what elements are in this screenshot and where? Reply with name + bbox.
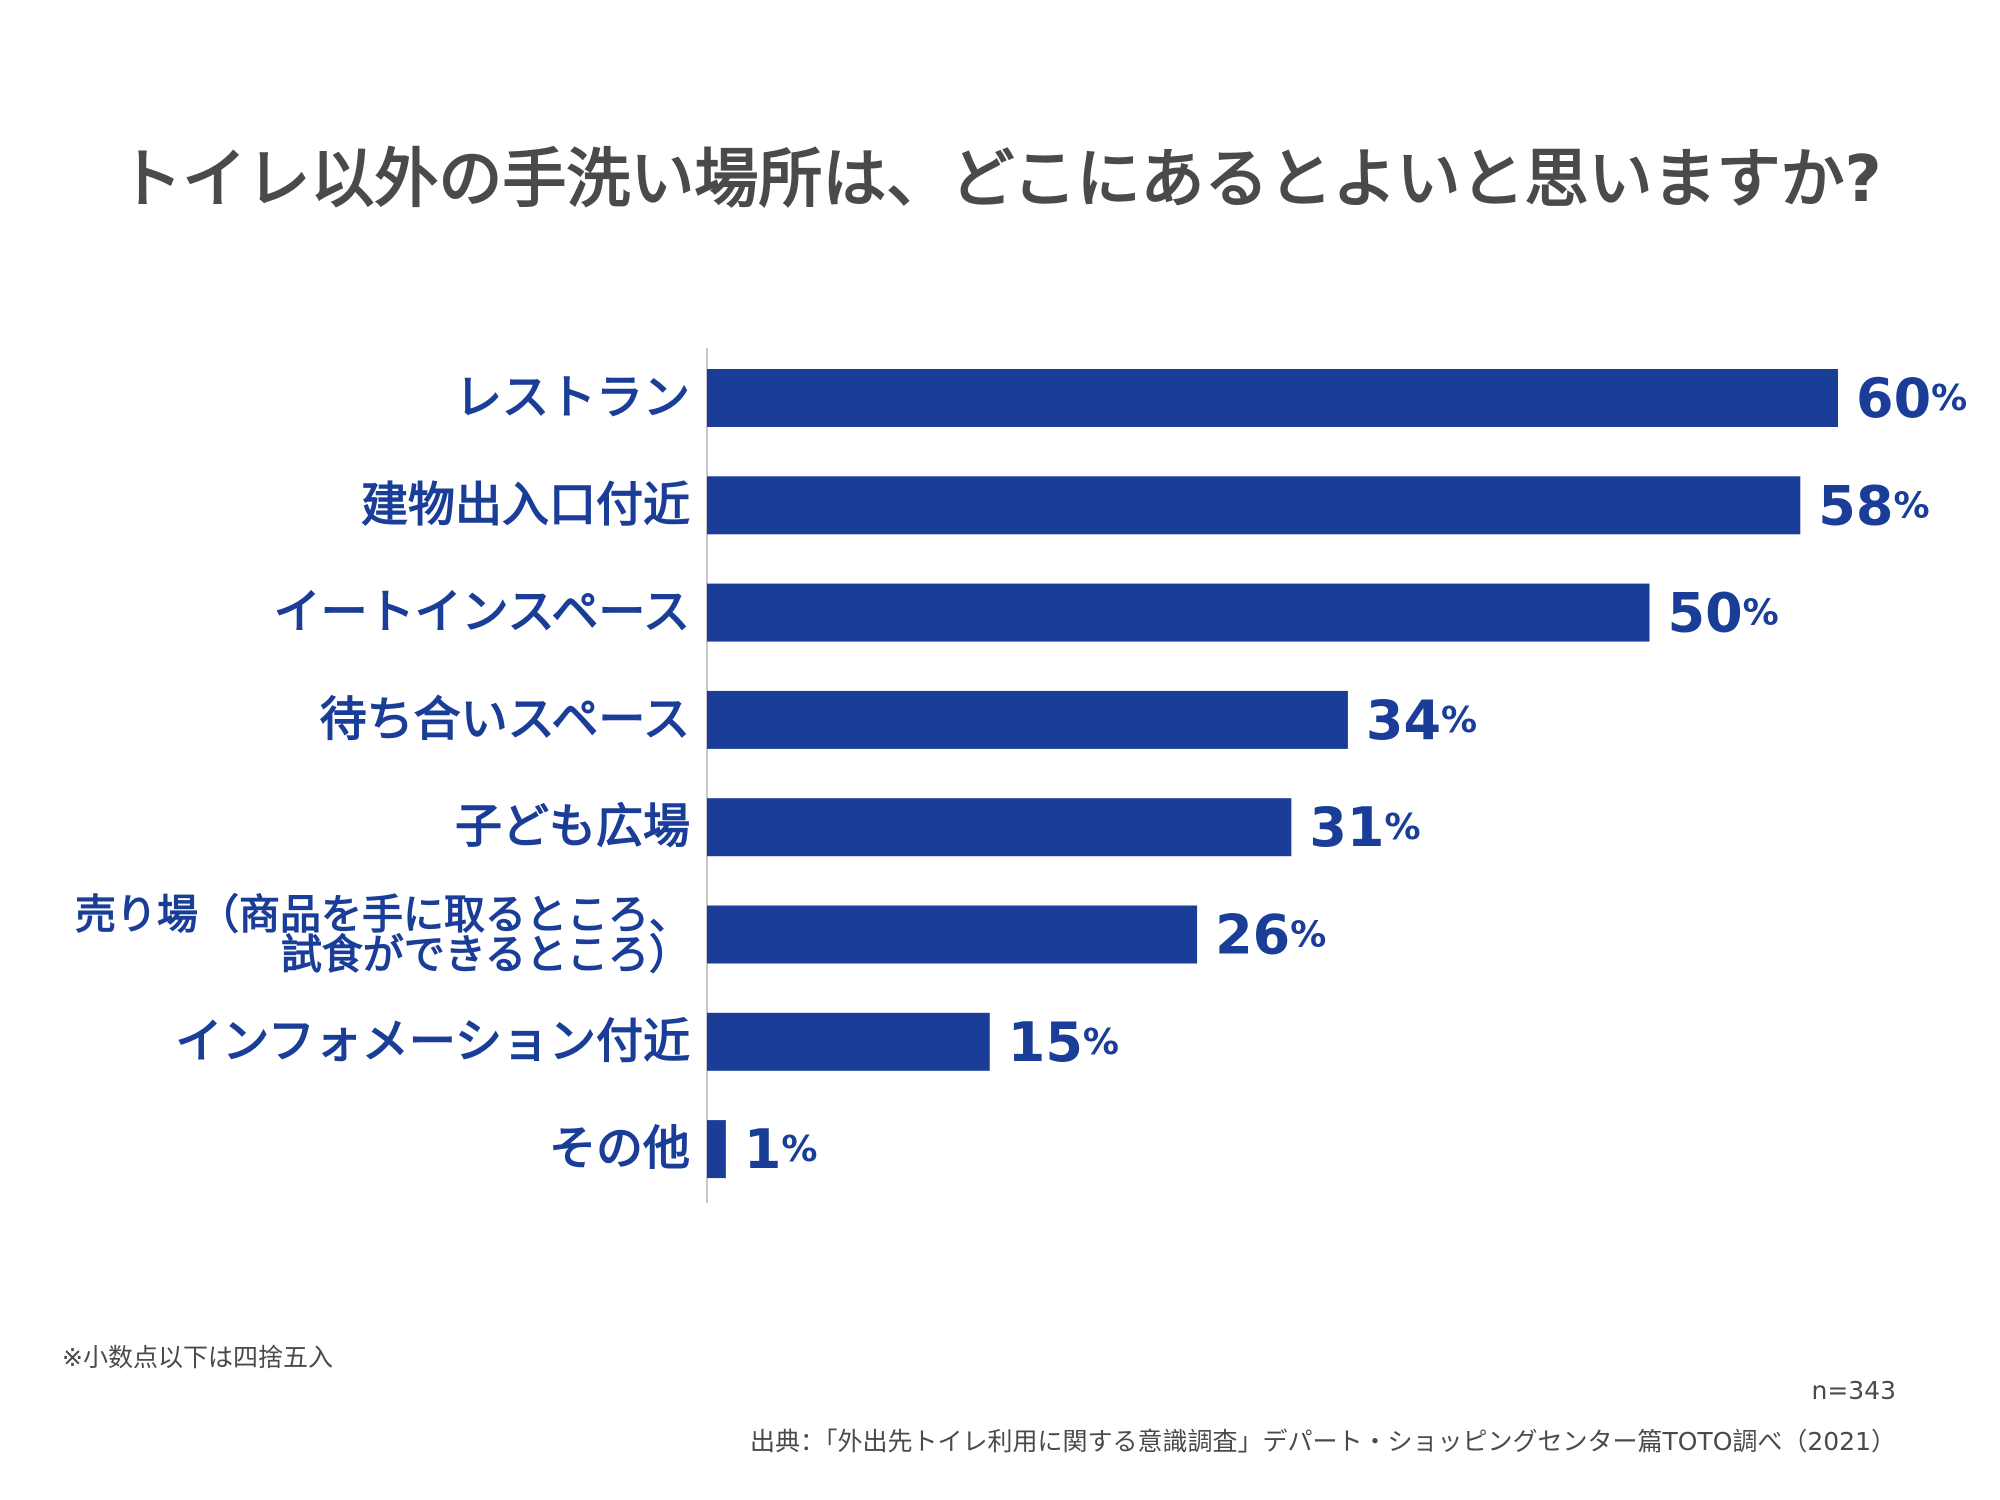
value-label-5: 26%	[1215, 903, 1326, 966]
bar-0	[707, 369, 1838, 427]
category-label-0: レストラン	[455, 371, 690, 426]
value-label-7: 1%	[744, 1118, 818, 1181]
category-label-5-line-0: 売り場（商品を手に取るところ、	[75, 891, 690, 939]
source-citation: 出典：「外出先トイレ利用に関する意識調査」デパート・ショッピングセンター篇TOT…	[749, 1427, 1896, 1456]
category-label-6: インフォメーション付近	[175, 1014, 690, 1069]
rounding-note: ※小数点以下は四捨五入	[62, 1343, 333, 1372]
category-label-7: その他	[549, 1122, 690, 1177]
bar-1	[707, 476, 1801, 535]
value-label-2: 50%	[1668, 581, 1779, 644]
bar-4	[707, 798, 1292, 857]
chart-title: トイレ以外の手洗い場所は、どこにあるとよいと思いますか?	[118, 143, 1882, 217]
value-label-4: 31%	[1309, 796, 1420, 859]
category-label-1: 建物出入口付近	[361, 478, 690, 533]
bar-7	[707, 1120, 726, 1179]
category-label-4: 子ども広場	[455, 800, 690, 855]
bar-2	[707, 583, 1650, 642]
bar-6	[707, 1012, 990, 1071]
value-label-0: 60%	[1856, 367, 1967, 430]
bar-5	[707, 905, 1198, 964]
value-label-1: 58%	[1818, 474, 1929, 537]
category-label-5-line-1: 試食ができるところ）	[281, 931, 690, 979]
value-label-3: 34%	[1366, 688, 1477, 751]
bar-3	[707, 690, 1348, 749]
category-label-3: 待ち合いスペース	[320, 692, 690, 747]
category-label-2: イートインスペース	[274, 585, 690, 640]
sample-size: n=343	[1811, 1376, 1896, 1405]
value-label-6: 15%	[1008, 1010, 1119, 1073]
